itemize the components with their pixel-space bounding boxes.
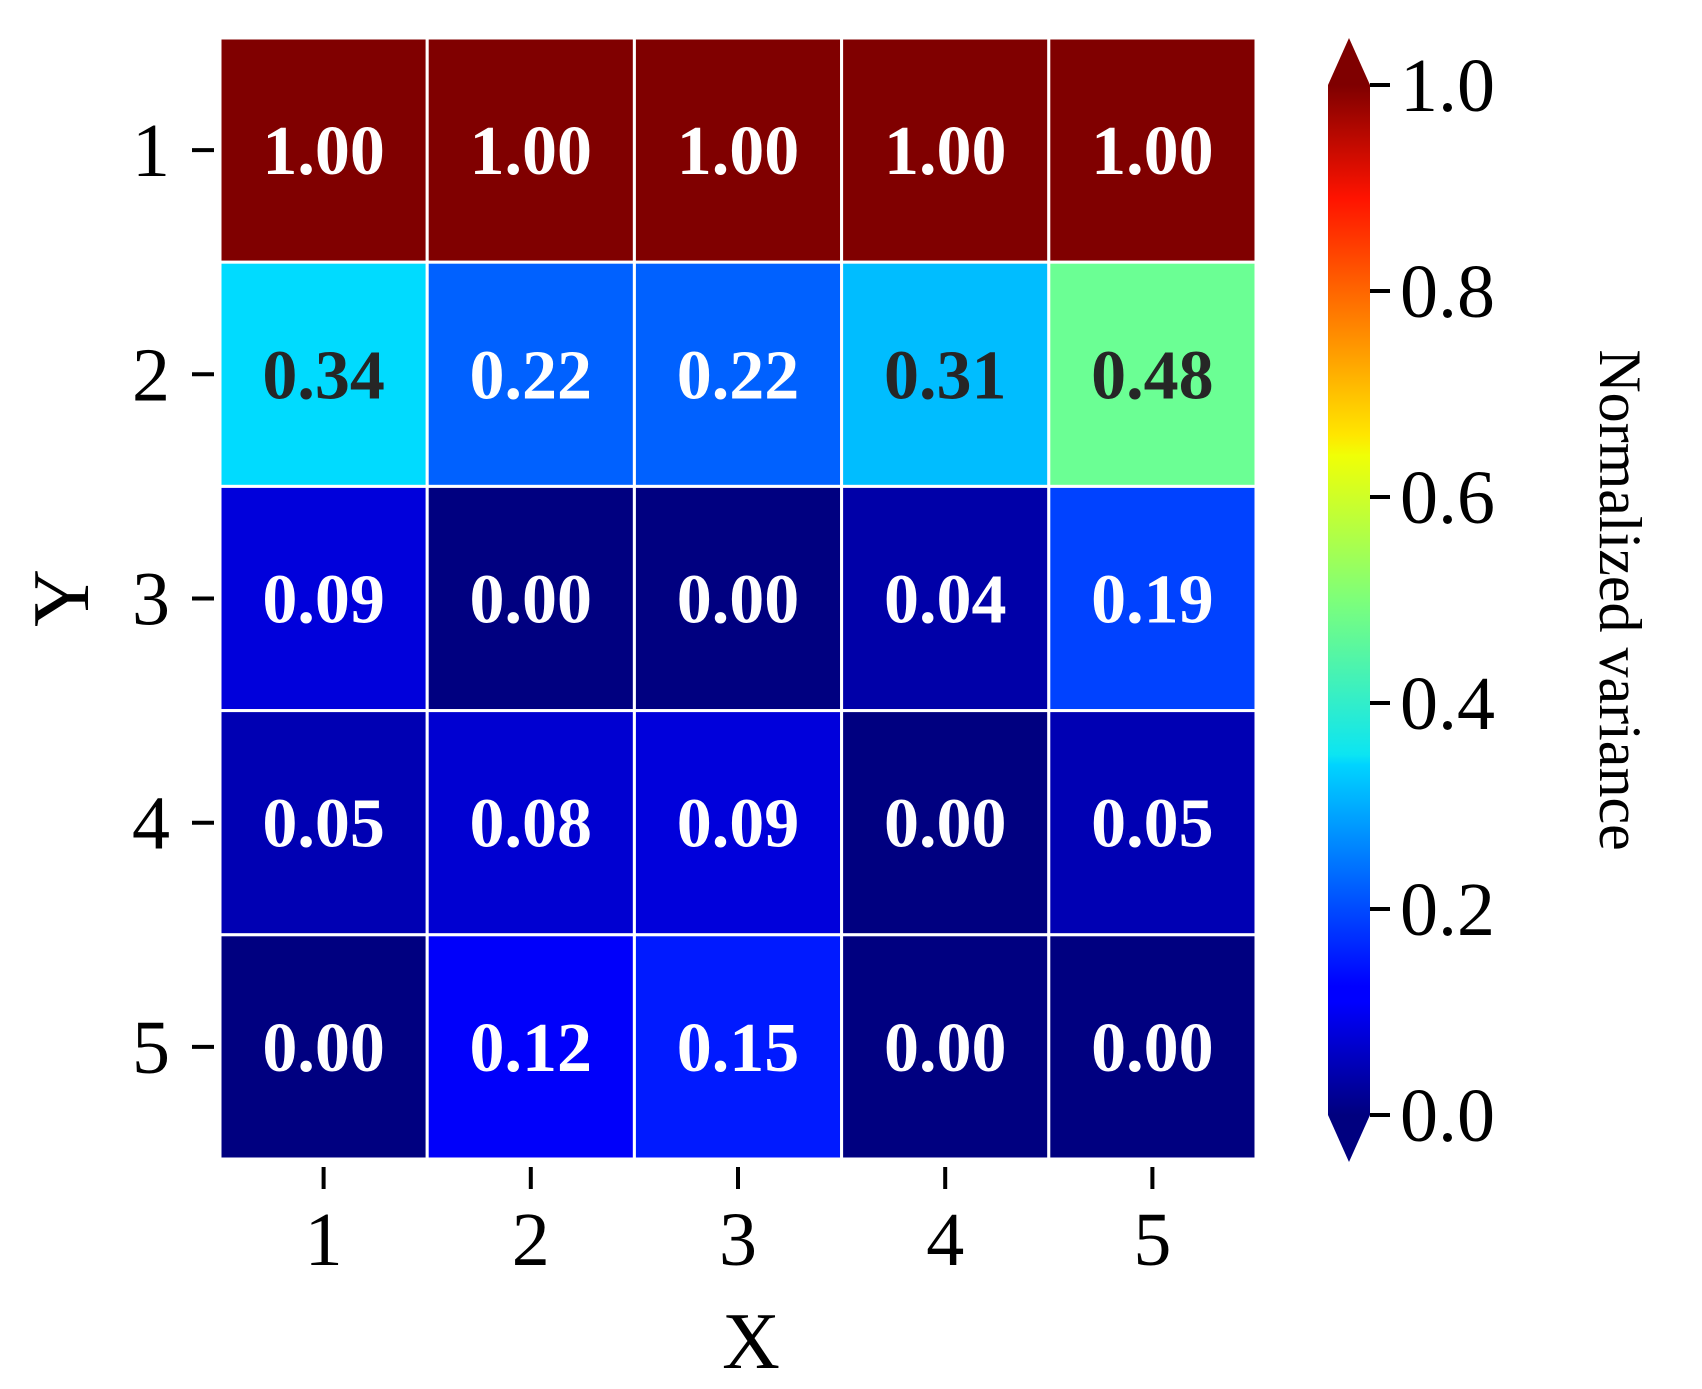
y-tick-label: 5 bbox=[132, 1006, 170, 1090]
y-tick-label: 2 bbox=[132, 333, 170, 417]
colorbar-tick-label: 0.8 bbox=[1400, 250, 1495, 334]
cell-value-label: 0.00 bbox=[262, 1010, 385, 1087]
cell-value-label: 1.00 bbox=[1091, 113, 1214, 190]
cell-value-label: 0.05 bbox=[1091, 786, 1214, 863]
y-axis: 1 2 3 4 5 bbox=[132, 109, 214, 1090]
cell-value-label: 1.00 bbox=[677, 113, 800, 190]
heatmap-cells: 1.00 1.00 1.00 1.00 1.00 0.34 0.22 0.22 0.31 0.48… bbox=[218, 36, 1258, 1161]
colorbar-extend-max bbox=[1328, 38, 1370, 85]
cell-value-label: 0.00 bbox=[470, 562, 593, 639]
cell-value-label: 0.09 bbox=[677, 786, 800, 863]
heatmap-cell bbox=[425, 709, 636, 937]
cell-value-label: 0.09 bbox=[262, 562, 385, 639]
heatmap-cell bbox=[840, 709, 1051, 937]
cell-value-label: 0.22 bbox=[470, 337, 593, 414]
colorbar-ticks: 0.0 0.2 0.4 0.6 0.8 1.0 bbox=[1370, 44, 1495, 1158]
y-axis-title: Y bbox=[18, 569, 106, 627]
heatmap-cell bbox=[840, 484, 1051, 713]
cell-value-label: 1.00 bbox=[262, 113, 385, 190]
heatmap-cell bbox=[218, 260, 429, 488]
heatmap-cell bbox=[632, 36, 844, 264]
x-tick-label: 3 bbox=[719, 1198, 757, 1282]
cell-value-label: 0.19 bbox=[1091, 562, 1214, 639]
heatmap-cell bbox=[840, 36, 1051, 264]
heatmap-cell bbox=[425, 484, 636, 713]
colorbar-tick-label: 0.4 bbox=[1400, 662, 1495, 746]
colorbar-title: Normalized variance bbox=[1587, 349, 1653, 850]
heatmap-cell bbox=[1047, 260, 1258, 488]
heatmap-cell bbox=[218, 709, 429, 937]
heatmap-cell bbox=[632, 933, 844, 1161]
cell-value-label: 0.12 bbox=[470, 1010, 593, 1087]
x-tick-label: 5 bbox=[1133, 1198, 1171, 1282]
cell-value-label: 0.08 bbox=[470, 786, 593, 863]
y-tick-label: 1 bbox=[132, 109, 170, 193]
cell-value-label: 0.22 bbox=[677, 337, 800, 414]
y-tick-label: 4 bbox=[132, 782, 170, 866]
heatmap-cell bbox=[1047, 709, 1258, 937]
heatmap-cell bbox=[632, 260, 844, 488]
colorbar-tick-label: 1.0 bbox=[1400, 44, 1495, 128]
heatmap-cell bbox=[218, 36, 429, 264]
cell-value-label: 0.15 bbox=[677, 1010, 800, 1087]
x-axis: 1 2 3 4 5 bbox=[305, 1167, 1171, 1282]
cell-value-label: 0.04 bbox=[884, 562, 1007, 639]
cell-value-label: 0.48 bbox=[1091, 337, 1214, 414]
colorbar-gradient bbox=[1328, 85, 1370, 1115]
cell-value-label: 0.34 bbox=[262, 337, 385, 414]
heatmap-cell bbox=[218, 933, 429, 1161]
cell-value-label: 1.00 bbox=[884, 113, 1007, 190]
colorbar-tick-label: 0.6 bbox=[1400, 456, 1495, 540]
cell-value-label: 0.05 bbox=[262, 786, 385, 863]
cell-value-label: 0.00 bbox=[677, 562, 800, 639]
cell-value-label: 1.00 bbox=[470, 113, 593, 190]
x-tick-label: 2 bbox=[512, 1198, 550, 1282]
heatmap-cell bbox=[632, 709, 844, 937]
y-tick-label: 3 bbox=[132, 558, 170, 642]
heatmap-cell bbox=[425, 933, 636, 1161]
colorbar-tick-label: 0.2 bbox=[1400, 868, 1495, 952]
heatmap-cell bbox=[425, 36, 636, 264]
heatmap-cell bbox=[1047, 933, 1258, 1161]
cell-value-label: 0.00 bbox=[884, 786, 1007, 863]
x-tick-label: 1 bbox=[305, 1198, 343, 1282]
colorbar: 0.0 0.2 0.4 0.6 0.8 1.0 Normalized variance bbox=[1328, 38, 1653, 1162]
cell-value-label: 0.31 bbox=[884, 337, 1007, 414]
x-axis-title: X bbox=[722, 1298, 780, 1386]
cell-value-label: 0.00 bbox=[1091, 1010, 1214, 1087]
x-tick-label: 4 bbox=[926, 1198, 964, 1282]
heatmap-cell bbox=[1047, 484, 1258, 713]
colorbar-extend-min bbox=[1328, 1115, 1370, 1162]
cell-value-label: 0.00 bbox=[884, 1010, 1007, 1087]
colorbar-tick-label: 0.0 bbox=[1400, 1074, 1495, 1158]
